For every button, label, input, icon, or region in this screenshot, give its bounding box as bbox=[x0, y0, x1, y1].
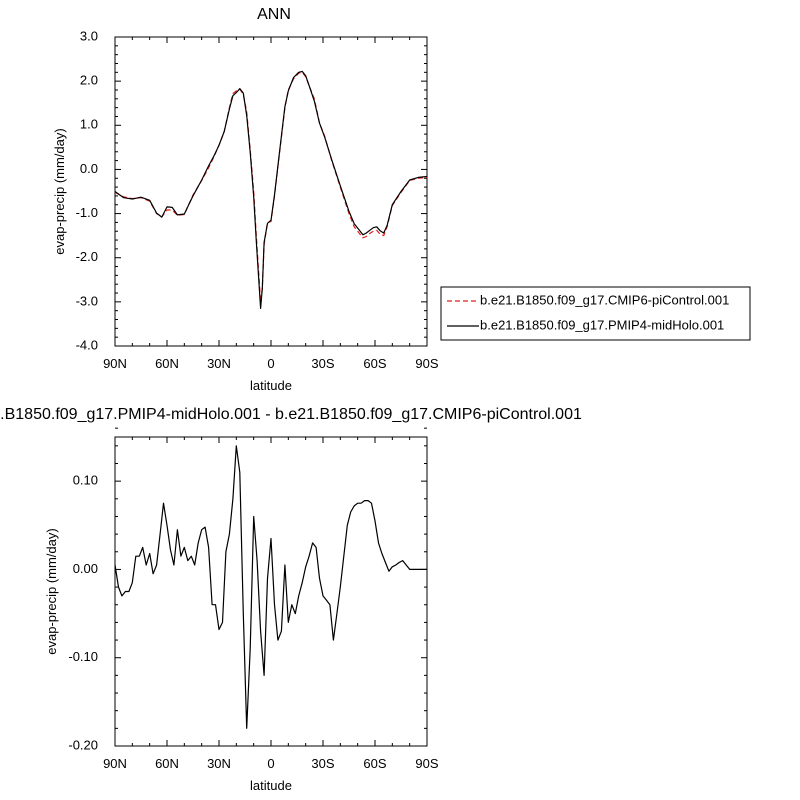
x-tick-label: 30N bbox=[207, 356, 231, 371]
chart-title: b.e21.B1850.f09_g17.PMIP4-midHolo.001 - … bbox=[0, 406, 582, 423]
y-tick-label: -0.20 bbox=[68, 737, 98, 752]
y-tick-label: 3.0 bbox=[80, 28, 98, 43]
x-tick-label: 60N bbox=[155, 756, 179, 771]
series-line-1 bbox=[114, 71, 428, 303]
x-tick-label: 0 bbox=[267, 756, 274, 771]
y-tick-label: 0.00 bbox=[73, 561, 98, 576]
chart-title: ANN bbox=[257, 6, 291, 23]
chart-panel-2: b.e21.B1850.f09_g17.PMIP4-midHolo.001 - … bbox=[0, 406, 582, 793]
y-tick-label: -2.0 bbox=[76, 249, 98, 264]
legend-label: b.e21.B1850.f09_g17.CMIP6-piControl.001 bbox=[480, 292, 729, 307]
y-tick-label: 2.0 bbox=[80, 73, 98, 88]
x-tick-label: 60S bbox=[363, 356, 386, 371]
x-axis-label: latitude bbox=[250, 778, 292, 793]
chart-panel-1: ANN 90N 60N 30N 0 30S 60S 90S 3.0 2.0 1.0 0.0 -1.0 -2… bbox=[52, 6, 751, 393]
y-tick-label: -0.10 bbox=[68, 649, 98, 664]
y-tick-label: 0.10 bbox=[73, 473, 98, 488]
x-tick-label: 90N bbox=[103, 756, 127, 771]
y-tick-label: -3.0 bbox=[76, 293, 98, 308]
x-tick-label: 90S bbox=[415, 756, 438, 771]
legend-box bbox=[440, 286, 751, 341]
y-tick-label: -4.0 bbox=[76, 337, 98, 352]
y-tick-label: 0.0 bbox=[80, 161, 98, 176]
x-tick-label: 30S bbox=[311, 356, 334, 371]
x-tick-label: 0 bbox=[267, 356, 274, 371]
x-tick-label: 90N bbox=[103, 356, 127, 371]
x-tick-label: 90S bbox=[415, 356, 438, 371]
plot-frame bbox=[114, 436, 428, 747]
y-tick-label: -1.0 bbox=[76, 205, 98, 220]
x-tick-label: 60N bbox=[155, 356, 179, 371]
legend-label: b.e21.B1850.f09_g17.PMIP4-midHolo.001 bbox=[480, 317, 724, 332]
y-axis-label: evap-precip (mm/day) bbox=[52, 128, 67, 254]
series-line-1 bbox=[114, 445, 427, 729]
x-tick-label: 30N bbox=[207, 756, 231, 771]
y-tick-label: 1.0 bbox=[80, 117, 98, 132]
x-tick-label: 60S bbox=[363, 756, 386, 771]
x-axis-label: latitude bbox=[250, 378, 292, 393]
series-line-2 bbox=[114, 70, 428, 310]
legend: b.e21.B1850.f09_g17.CMIP6-piControl.001b… bbox=[440, 286, 751, 341]
x-tick-label: 30S bbox=[311, 756, 334, 771]
plot-frame bbox=[114, 36, 428, 347]
y-axis-label: evap-precip (mm/day) bbox=[44, 528, 59, 654]
